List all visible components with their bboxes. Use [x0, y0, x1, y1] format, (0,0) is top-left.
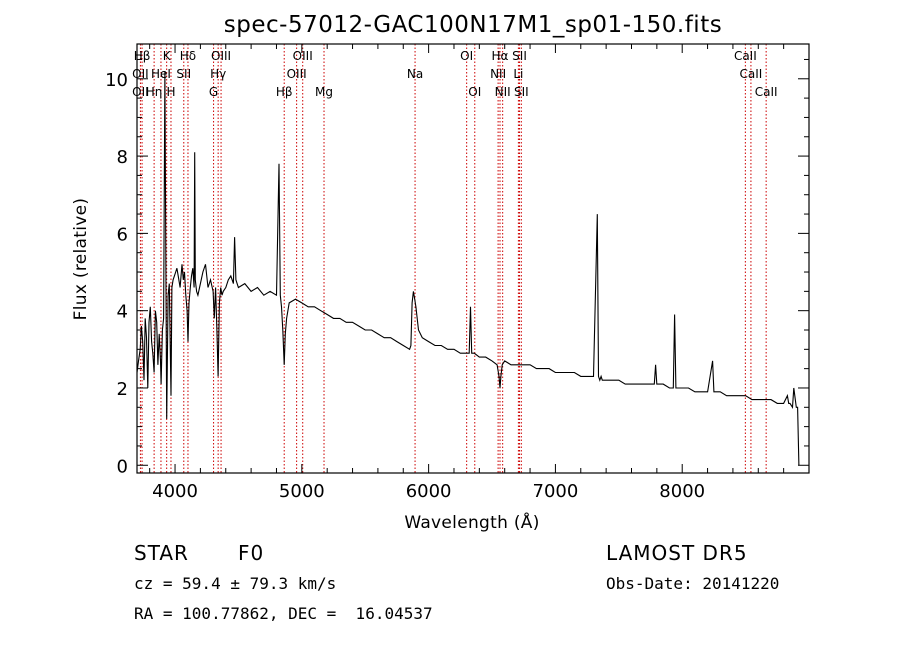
y-tick-label: 8 — [117, 147, 128, 168]
spectrum-series-line — [136, 71, 800, 466]
chart-title: spec-57012-GAC100N17M1_sp01-150.fits — [224, 12, 722, 38]
spectral-line-label: SII — [512, 49, 527, 63]
spectral-line-label: Hβ — [134, 49, 151, 63]
y-tick-label: 0 — [117, 456, 128, 477]
y-tick-label: 10 — [105, 70, 128, 91]
x-axis-ticks: 4000 5000 6000 7000 8000 — [149, 44, 785, 502]
plot-frame — [136, 43, 810, 474]
spectral-line-label: OII — [132, 85, 149, 99]
survey-name: LAMOST DR5 — [606, 541, 748, 565]
x-axis-label: Wavelength (Å) — [404, 511, 539, 533]
spectral-line-label: K — [163, 49, 172, 63]
y-axis-ticks: 0 2 4 6 8 10 — [105, 58, 809, 477]
spectral-line-label: OI — [468, 85, 481, 99]
spectral-line-label: G — [209, 85, 218, 99]
spectral-line-label: CaII — [734, 49, 757, 63]
spectral-line-label: CaII — [755, 85, 778, 99]
spectral-line-label: Hγ — [210, 67, 226, 81]
y-axis-label: Flux (relative) — [71, 198, 91, 321]
x-tick-label: 7000 — [533, 481, 579, 502]
x-tick-label: 6000 — [406, 481, 452, 502]
spectral-line-label: OII — [132, 67, 149, 81]
y-tick-label: 2 — [117, 379, 128, 400]
x-tick-label: 4000 — [152, 481, 198, 502]
spectral-line-label: Hη — [146, 85, 163, 99]
spectral-line-label: Li — [513, 67, 523, 81]
spectral-line-label: OIII — [287, 67, 307, 81]
object-class: STAR — [134, 541, 189, 565]
sky-coordinates: RA = 100.77862, DEC = 16.04537 — [134, 604, 433, 623]
observation-date: Obs-Date: 20141220 — [606, 574, 780, 593]
spectral-line-label: OIII — [293, 49, 313, 63]
x-tick-label: 5000 — [279, 481, 325, 502]
spectral-line-label: OI — [460, 49, 473, 63]
spectral-line-markers — [139, 44, 767, 473]
spectral-line-label: NII — [490, 67, 506, 81]
spectral-line-label: SII — [514, 85, 529, 99]
x-tick-label: 8000 — [659, 481, 705, 502]
spectral-line-label: Hδ — [180, 49, 196, 63]
redshift-velocity: cz = 59.4 ± 79.3 km/s — [134, 574, 337, 593]
spectral-line-label: H — [166, 85, 175, 99]
spectral-line-label: Hβ — [276, 85, 293, 99]
spectral-line-label: Na — [407, 67, 423, 81]
y-tick-label: 6 — [117, 224, 128, 245]
spectral-line-label: Hα — [492, 49, 509, 63]
spectral-line-label: CaII — [740, 67, 763, 81]
object-subclass: F0 — [238, 541, 265, 565]
spectral-line-label: NII — [495, 85, 511, 99]
spectral-line-label: OIII — [211, 49, 231, 63]
spectral-line-label: HeI — [151, 67, 171, 81]
y-tick-label: 4 — [117, 302, 128, 323]
spectral-line-label: Mg — [315, 85, 333, 99]
spectral-line-label: SII — [176, 67, 191, 81]
